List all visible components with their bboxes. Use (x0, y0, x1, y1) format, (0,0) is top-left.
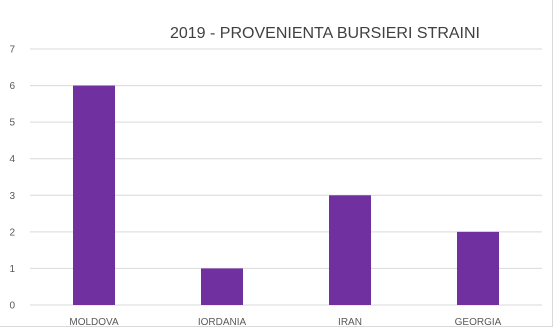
bar-georgia (457, 231, 499, 305)
y-tick-label: 2 (9, 227, 15, 238)
y-tick-label: 0 (9, 301, 15, 312)
bar-iran (329, 195, 371, 305)
y-tick-label: 6 (9, 81, 15, 92)
y-tick-label: 5 (9, 118, 15, 129)
x-category-label: IORDANIA (198, 317, 247, 327)
y-tick-label: 7 (9, 45, 15, 56)
x-category-label: GEORGIA (455, 317, 502, 327)
bar-iordania (201, 268, 243, 305)
y-tick-label: 4 (9, 154, 15, 165)
x-category-label: MOLDOVA (69, 317, 119, 327)
chart-title: 2019 - PROVENIENTA BURSIERI STRAINI (169, 25, 480, 42)
bar-moldova (73, 85, 115, 305)
x-category-label: IRAN (338, 317, 362, 327)
y-tick-label: 1 (9, 264, 15, 275)
y-tick-label: 3 (9, 191, 15, 202)
